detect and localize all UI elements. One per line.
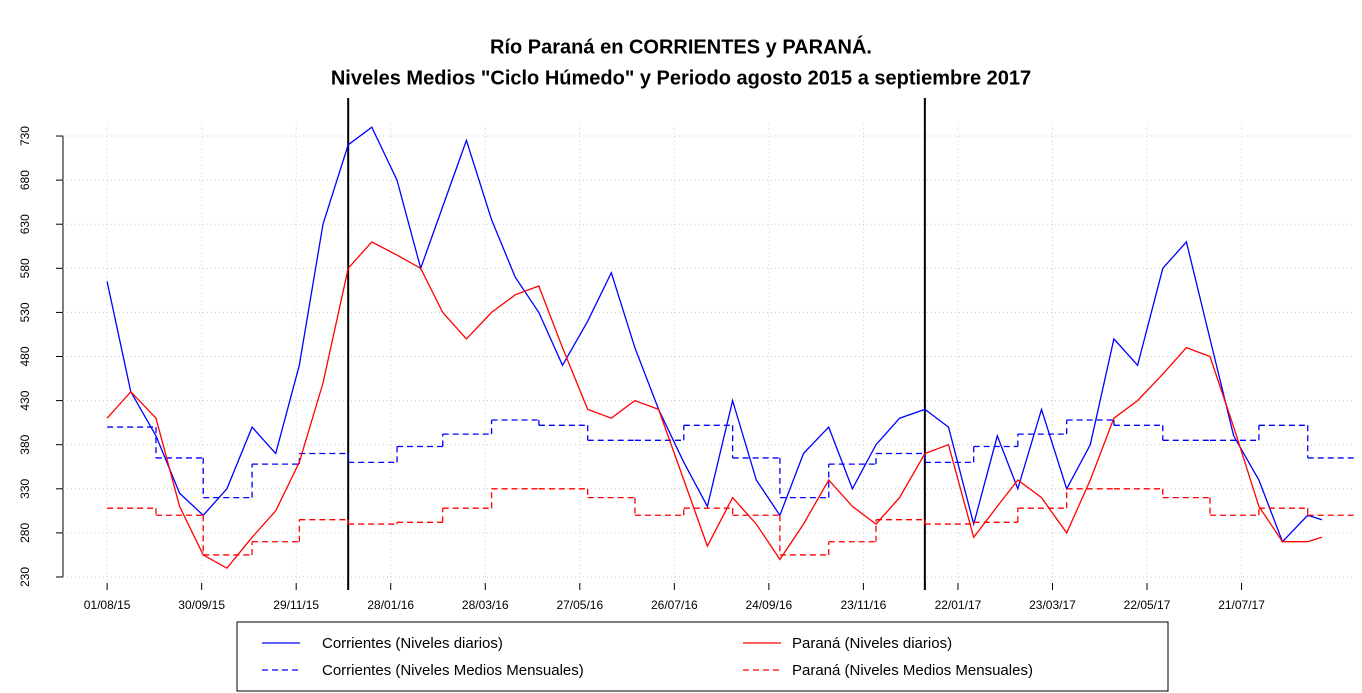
x-tick-label: 24/09/16	[746, 598, 793, 612]
chart-subtitle: Niveles Medios "Ciclo Húmedo" y Periodo …	[331, 67, 1031, 89]
x-tick-label: 23/11/16	[840, 598, 886, 612]
x-tick-label: 21/07/17	[1218, 598, 1265, 612]
x-tick-label: 26/07/16	[651, 598, 698, 612]
x-tick-label: 27/05/16	[556, 598, 603, 612]
series-line	[106, 241, 1323, 570]
y-tick-label: 230	[18, 567, 32, 587]
legend-label: Paraná (Niveles diarios)	[792, 635, 952, 652]
legend-box	[236, 621, 1169, 692]
series-line	[106, 126, 1323, 543]
x-tick-label: 22/05/17	[1124, 598, 1171, 612]
y-tick-label: 280	[18, 523, 32, 543]
x-tick-label: 23/03/17	[1029, 598, 1076, 612]
x-tick-label: 28/03/16	[462, 598, 509, 612]
y-tick-label: 530	[18, 302, 32, 322]
legend-label: Corrientes (Niveles diarios)	[322, 635, 503, 652]
y-tick-label: 630	[18, 214, 32, 234]
x-tick-label: 01/08/15	[84, 598, 131, 612]
y-tick-label: 380	[18, 434, 32, 454]
x-tick-label: 29/11/15	[273, 598, 319, 612]
y-tick-label: 680	[18, 170, 32, 190]
y-tick-label: 430	[18, 390, 32, 410]
x-tick-label: 22/01/17	[935, 598, 982, 612]
x-tick-label: 28/01/16	[367, 598, 414, 612]
legend-label: Paraná (Niveles Medios Mensuales)	[792, 662, 1033, 679]
chart-title: Río Paraná en CORRIENTES y PARANÁ.	[490, 35, 872, 58]
y-tick-label: 580	[18, 258, 32, 278]
x-tick-label: 30/09/15	[178, 598, 225, 612]
legend-label: Corrientes (Niveles Medios Mensuales)	[322, 662, 584, 679]
y-tick-label: 330	[18, 478, 32, 498]
y-tick-label: 480	[18, 346, 32, 366]
y-tick-label: 730	[18, 126, 32, 146]
